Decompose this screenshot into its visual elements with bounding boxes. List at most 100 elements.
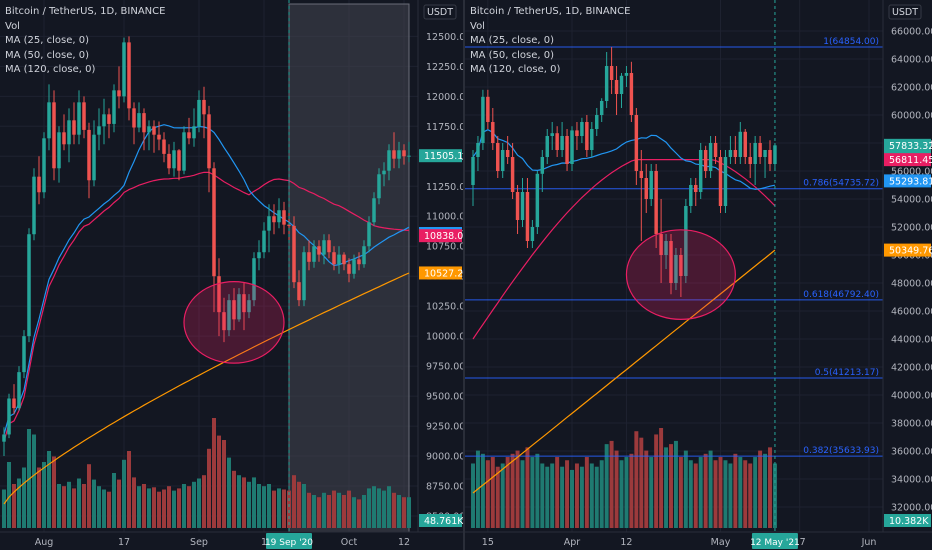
panel-divider[interactable] [463, 0, 465, 550]
left-chart-panel[interactable]: 8500.008750.009000.009250.009500.009750.… [0, 0, 463, 550]
candle-body [22, 336, 26, 373]
price-tick-label: 12000.00 [426, 92, 463, 103]
left-ma120-label[interactable]: MA (120, close, 0) [5, 64, 96, 75]
left-ma25-label[interactable]: MA (25, close, 0) [5, 35, 90, 46]
candle-body [545, 136, 549, 157]
candle-body [117, 90, 121, 97]
volume-bar [162, 489, 166, 528]
right-chart-svg[interactable]: 1(64854.00) 0.786(54735.72) 0.618(46792.40… [465, 0, 932, 550]
volume-bar [367, 488, 371, 528]
candle-body [262, 230, 266, 253]
left-chart-svg[interactable]: 8500.008750.009000.009250.009500.009750.… [0, 0, 463, 550]
candle-body [177, 150, 181, 171]
volume-bar [137, 486, 141, 528]
volume-bar [654, 434, 659, 528]
candle-body [197, 99, 201, 127]
volume-bar [471, 463, 475, 528]
left-vol-label[interactable]: Vol [5, 20, 20, 32]
right-ma120-label[interactable]: MA (120, close, 0) [470, 64, 561, 75]
candle-body [689, 185, 693, 206]
candle-body [267, 216, 271, 231]
candle-body [496, 143, 500, 171]
candle-body [317, 246, 321, 255]
candle-body [525, 192, 530, 241]
candle-body [580, 122, 584, 136]
volume-bar [42, 462, 46, 528]
candle-body [718, 157, 723, 206]
right-chart-panel[interactable]: 1(64854.00) 0.786(54735.72) 0.618(46792.40… [465, 0, 932, 550]
volume-bar [302, 484, 306, 528]
volume-bar [127, 451, 131, 528]
time-tick-label: Aug [35, 537, 54, 548]
right-ma50-label[interactable]: MA (50, close, 0) [470, 49, 555, 61]
price-axis-bg [883, 0, 932, 550]
time-tick-label: Sep [190, 537, 208, 548]
volume-bar [540, 463, 545, 528]
volume-bar [480, 453, 485, 528]
time-tick-label: Oct [341, 537, 358, 548]
left-symbol-title[interactable]: Bitcoin / TetherUS, 1D, BINANCE [5, 6, 166, 17]
volume-bar [599, 460, 604, 528]
candle-body [510, 157, 515, 192]
time-tick-label: 17 [794, 537, 806, 548]
volume-bar [525, 447, 530, 528]
candle-body [97, 126, 101, 135]
volume-bar [222, 440, 226, 528]
volume-bar [257, 484, 261, 528]
candle-body [57, 132, 61, 169]
volume-bar [669, 444, 673, 528]
volume-bar [723, 460, 728, 528]
candle-body [132, 108, 136, 128]
candle-body [137, 113, 141, 128]
candle-body [102, 114, 106, 127]
volume-bar [407, 497, 411, 528]
volume-bar [382, 490, 386, 528]
volume-bar [52, 456, 56, 528]
candle-body [277, 210, 281, 223]
volume-bar [277, 488, 281, 528]
currency-label: USDT [427, 7, 453, 18]
candle-body [644, 178, 648, 199]
candle-body [2, 434, 6, 442]
candle-body [476, 143, 480, 157]
right-symbol-title[interactable]: Bitcoin / TetherUS, 1D, BINANCE [470, 6, 631, 17]
left-legend: Bitcoin / TetherUS, 1D, BINANCE Vol MA (… [5, 5, 165, 78]
volume-bar [252, 477, 256, 528]
volume-bar [659, 428, 664, 528]
candle-body [232, 300, 236, 320]
time-tick-label: 15 [482, 537, 494, 548]
volume-bar [22, 467, 26, 528]
volume-bar [32, 434, 36, 528]
volume-bar [560, 466, 565, 528]
ma120-line [472, 249, 776, 494]
volume-bar [272, 490, 276, 528]
candle-body [520, 192, 525, 220]
candle-body [500, 150, 505, 171]
volume-bar [47, 451, 51, 528]
candle-body [162, 139, 166, 154]
price-tick-label: 9250.00 [426, 422, 463, 433]
candle-body [67, 120, 71, 145]
candle-body [748, 157, 752, 164]
volume-bar [227, 457, 231, 528]
candle-body [302, 252, 306, 301]
volume-bar [82, 484, 86, 528]
time-tick-label: 12 [398, 537, 410, 548]
right-ma25-label[interactable]: MA (25, close, 0) [470, 35, 555, 46]
volume-bar [693, 463, 698, 528]
volume-bar [565, 460, 570, 528]
left-ma50-label[interactable]: MA (50, close, 0) [5, 49, 90, 61]
candle-body [698, 150, 703, 192]
volume-bar [37, 467, 41, 528]
candle-body [733, 150, 738, 157]
candle-body [599, 101, 604, 115]
right-vol-label[interactable]: Vol [470, 20, 485, 32]
price-tag [884, 174, 931, 188]
candle-body [763, 150, 767, 157]
candle-body [257, 252, 261, 259]
price-tick-label: 52000.00 [891, 223, 932, 234]
volume-bar [485, 460, 490, 528]
price-tick-label: 12250.00 [426, 62, 463, 73]
ma25-line [3, 124, 410, 435]
volume-bar [297, 481, 301, 528]
